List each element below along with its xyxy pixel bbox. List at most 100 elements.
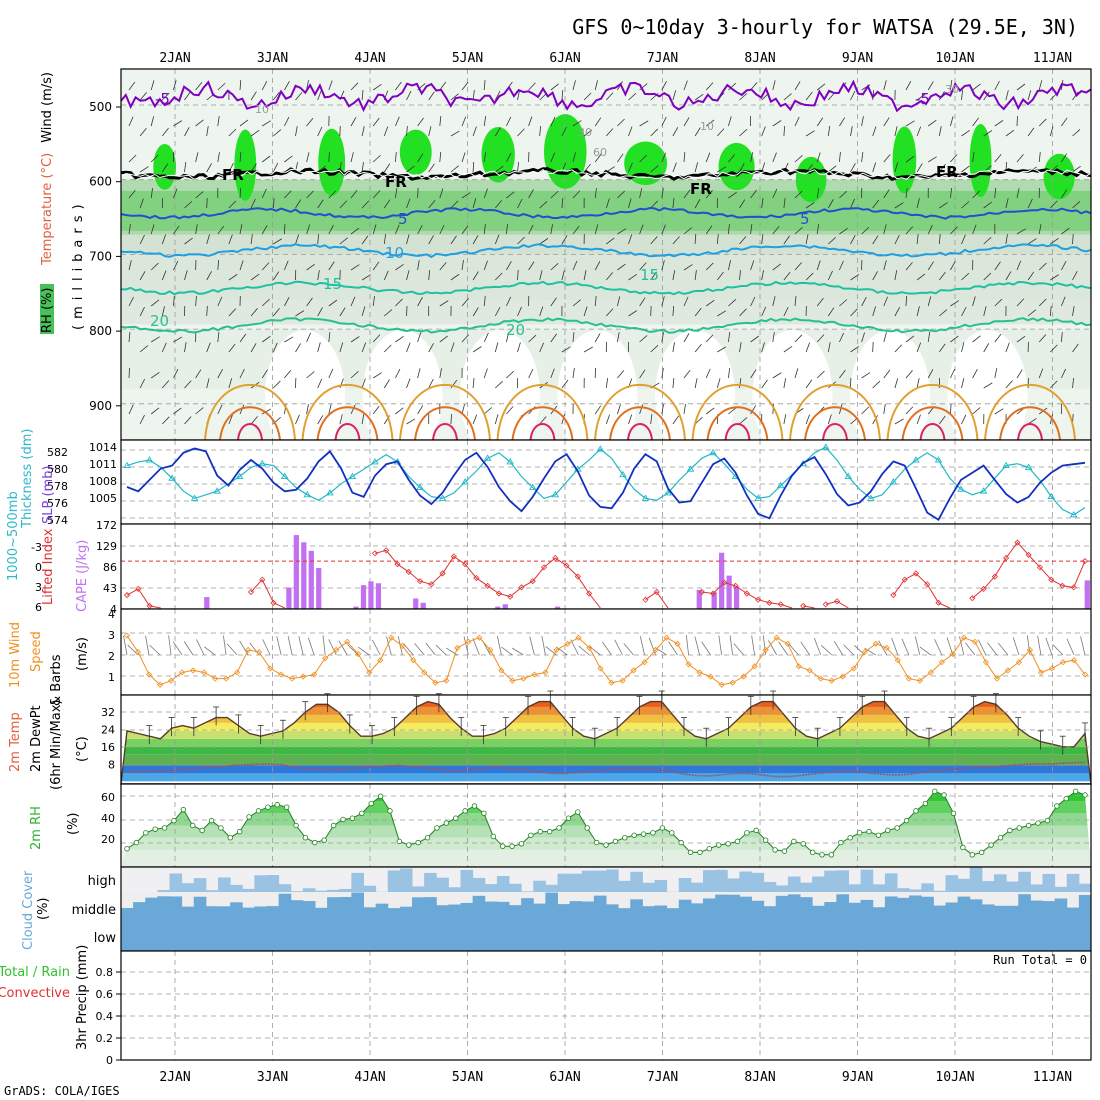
wind-barb bbox=[339, 237, 348, 245]
wind-speed-point bbox=[806, 667, 813, 674]
date-label-top: 8JAN bbox=[744, 51, 775, 66]
y-tick-label: 500 bbox=[89, 100, 112, 114]
cloud-cover-block bbox=[133, 902, 146, 920]
rh2m-point bbox=[612, 838, 619, 845]
wind-barb bbox=[606, 128, 614, 137]
li-tick-label: 6 bbox=[35, 601, 42, 614]
wind-barb bbox=[639, 262, 647, 271]
cape-bar bbox=[204, 597, 210, 609]
wind-barb bbox=[628, 198, 632, 209]
cloud-cover-block bbox=[642, 906, 655, 920]
wind-barb bbox=[705, 299, 715, 307]
wind-barb bbox=[161, 234, 167, 245]
wind-barb bbox=[450, 379, 458, 389]
wind-barb bbox=[883, 369, 891, 379]
cloud-cover-block bbox=[1030, 920, 1043, 951]
wind-barb-10m bbox=[298, 636, 304, 656]
wind-barb bbox=[472, 271, 479, 281]
wind-barb bbox=[272, 91, 280, 101]
cloud-cover-block bbox=[460, 920, 474, 951]
cloud-cover-block bbox=[872, 920, 886, 951]
cape-bar bbox=[360, 585, 367, 609]
lifted-index-point bbox=[450, 553, 457, 560]
wind-barb bbox=[139, 345, 149, 353]
wind-speed-point bbox=[795, 663, 802, 670]
wind-speed-point bbox=[476, 634, 483, 641]
wind-barb bbox=[672, 90, 677, 101]
wind-barb-10m bbox=[751, 635, 756, 656]
cloud-cover-block bbox=[630, 920, 643, 951]
cape-bar bbox=[1084, 580, 1090, 609]
cloud-cover-block bbox=[436, 905, 449, 920]
wind-barb bbox=[983, 91, 990, 101]
cloud-cover-block bbox=[751, 872, 765, 892]
contour-label: FR bbox=[385, 173, 407, 191]
wind-barb bbox=[306, 152, 310, 163]
wind-barb bbox=[1050, 380, 1058, 389]
wind-barb bbox=[883, 296, 888, 307]
cloud-cover-block bbox=[933, 905, 946, 920]
wind-barb bbox=[150, 224, 155, 235]
wind-barb bbox=[328, 190, 337, 199]
wind-barb bbox=[694, 307, 702, 317]
wind-barb bbox=[328, 261, 335, 271]
cloud-cover-block bbox=[193, 896, 207, 920]
wind-barb bbox=[661, 116, 667, 127]
wind-barb bbox=[994, 298, 1003, 307]
wind-barb bbox=[872, 126, 877, 137]
wind-barb-10m bbox=[788, 643, 799, 656]
wind-barb bbox=[994, 333, 1002, 343]
wind-barb bbox=[295, 343, 301, 353]
thickness-point bbox=[235, 472, 244, 479]
rh2m-point bbox=[828, 852, 835, 858]
wind-barb bbox=[162, 416, 170, 425]
wind-barb bbox=[450, 93, 459, 101]
date-axis-top: 2JAN 3JAN 4JAN 5JAN 6JAN 7JAN 8JAN 9JAN 10JAN 11J… bbox=[159, 51, 1072, 66]
cloud-cover-block bbox=[545, 892, 558, 920]
lifted-index-point bbox=[247, 588, 255, 596]
wind-speed-point bbox=[894, 657, 901, 664]
cloud-cover-block bbox=[836, 920, 849, 951]
wind-barb bbox=[417, 260, 420, 271]
wind-speed-point bbox=[1081, 671, 1089, 678]
cloud-cover-block bbox=[787, 876, 801, 892]
lifted-index-point bbox=[586, 590, 593, 597]
rh2m-point bbox=[922, 800, 929, 807]
wind-barb bbox=[272, 162, 279, 173]
wind-speed-point bbox=[245, 646, 252, 654]
wind-barb-10m bbox=[371, 639, 381, 656]
wind-barb bbox=[417, 332, 422, 343]
wind-barb bbox=[128, 332, 131, 343]
wind-barb bbox=[406, 126, 408, 137]
wind-barb bbox=[195, 369, 202, 379]
contour-25c bbox=[691, 383, 784, 441]
rh2m-point bbox=[199, 827, 205, 834]
cloud-cover-block bbox=[496, 875, 510, 892]
wind-barb bbox=[739, 129, 748, 137]
cloud-cover-block bbox=[315, 907, 328, 920]
wind-barb bbox=[872, 162, 877, 173]
wind-barb bbox=[905, 155, 915, 163]
rh2m-point bbox=[1063, 795, 1069, 802]
wind-barb bbox=[439, 368, 442, 379]
wind-barb-10m bbox=[668, 641, 678, 656]
slp-tick-label: 1014 bbox=[89, 441, 117, 454]
wind-barb bbox=[261, 298, 270, 307]
wind-barb bbox=[1072, 201, 1081, 209]
wind-speed-point bbox=[575, 634, 582, 641]
cloud-cover-block bbox=[606, 904, 619, 920]
thickness-tick-label: 580 bbox=[47, 463, 68, 476]
wind-barb bbox=[428, 378, 434, 389]
wind-barb bbox=[306, 190, 314, 199]
rh2m-point bbox=[208, 817, 215, 824]
rh2m-point bbox=[997, 835, 1004, 841]
wind-barb bbox=[572, 152, 576, 163]
wind-barb bbox=[783, 235, 790, 245]
wind-barb bbox=[517, 342, 521, 353]
wind-barb bbox=[661, 332, 664, 343]
wind-barb bbox=[828, 165, 837, 173]
wind-barb-10m bbox=[541, 635, 546, 656]
wind-barb bbox=[150, 116, 155, 127]
wind-barb-10m bbox=[123, 635, 128, 656]
cloud-cover-block bbox=[1042, 873, 1056, 892]
